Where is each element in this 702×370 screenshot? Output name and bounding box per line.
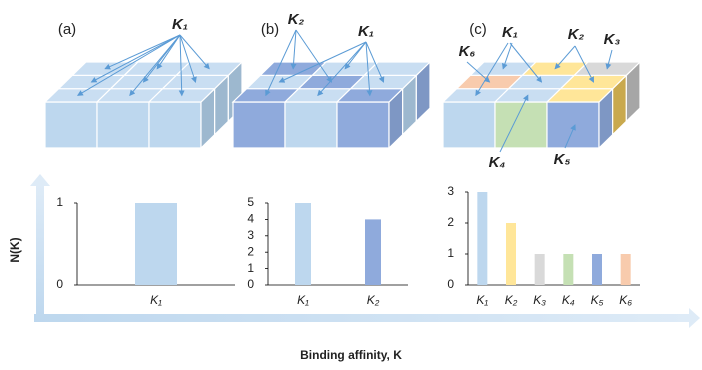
block-face (547, 102, 599, 148)
block-face (97, 102, 149, 148)
block-annotation: K₁ (172, 16, 188, 33)
block-annotation: K₂ (288, 11, 305, 28)
block-annotation: K₁ (358, 23, 374, 40)
bar (135, 203, 177, 285)
bar (506, 223, 516, 285)
y-tick-label: 0 (447, 277, 454, 291)
blocks (45, 30, 640, 152)
y-tick-label: 0 (56, 277, 63, 291)
y-tick-label: 2 (247, 244, 254, 258)
panel-label: (c) (469, 21, 487, 38)
block-annotation: K₂ (568, 26, 585, 43)
block-annotation: K₄ (489, 154, 506, 171)
y-tick-label: 2 (447, 215, 454, 229)
block-face (443, 102, 495, 148)
x-tick-label: K₁ (297, 293, 309, 307)
figure: N(K) Binding affinity, K (a) (b) (c) K₁ K₂ K₁… (0, 0, 702, 365)
block-annotation: K₅ (554, 151, 571, 168)
y-tick-label: 3 (447, 184, 454, 198)
y-axis-label: N(K) (8, 237, 22, 262)
x-tick-label: K₅ (591, 293, 604, 307)
y-tick-label: 0 (247, 277, 254, 291)
block-face (285, 102, 337, 148)
bar (477, 192, 487, 285)
x-tick-label: K₁ (150, 293, 162, 307)
panel-label: (b) (261, 21, 279, 38)
y-arrow-head (30, 174, 50, 186)
x-tick-label: K₄ (562, 293, 575, 307)
bar (621, 254, 631, 285)
x-arrow-head (689, 308, 700, 328)
block-annotation: K₁ (502, 24, 518, 41)
x-tick-label: K₂ (367, 293, 380, 307)
bar (365, 219, 381, 285)
y-arrow (36, 185, 44, 322)
panel-label: (a) (58, 21, 76, 38)
x-tick-label: K₆ (619, 293, 632, 307)
bar (535, 254, 545, 285)
bar (592, 254, 602, 285)
x-tick-label: K₁ (476, 293, 488, 307)
x-axis-label: Binding affinity, K (300, 348, 402, 362)
bar (563, 254, 573, 285)
block-face (233, 102, 285, 148)
block-annotation: K₃ (604, 31, 621, 48)
x-arrow (34, 314, 689, 322)
block-annotation: K₆ (459, 43, 476, 60)
x-tick-label: K₂ (505, 293, 518, 307)
y-tick-label: 3 (247, 228, 254, 242)
x-tick-label: K₃ (533, 293, 546, 307)
y-tick-label: 4 (247, 212, 254, 226)
y-tick-label: 5 (247, 195, 254, 209)
block-face (149, 102, 201, 148)
y-tick-label: 1 (447, 246, 454, 260)
y-tick-label: 1 (56, 195, 63, 209)
y-tick-label: 1 (247, 261, 254, 275)
bar (295, 203, 311, 285)
block-face (337, 102, 389, 148)
block-face (45, 102, 97, 148)
